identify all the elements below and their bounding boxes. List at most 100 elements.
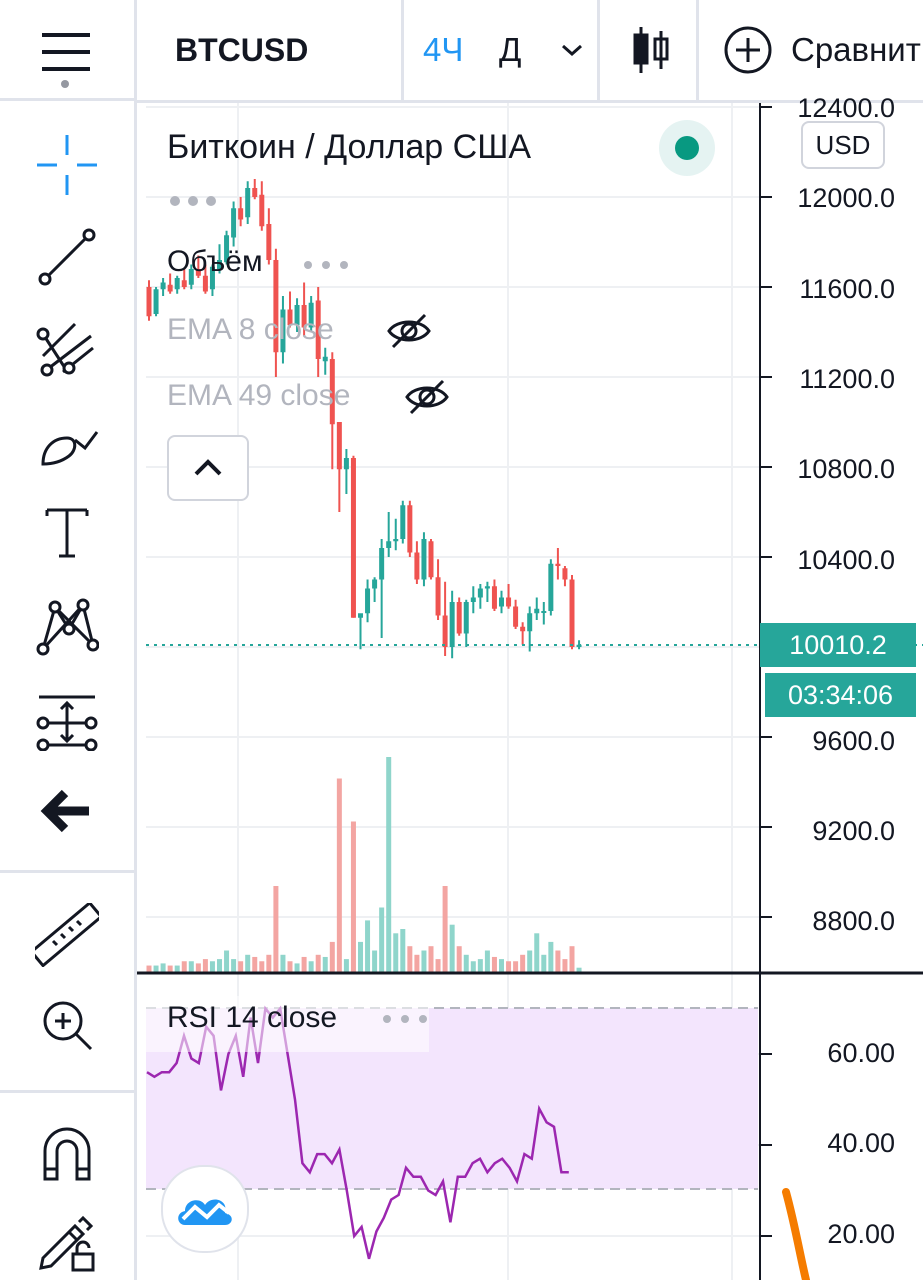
volume-bar — [527, 950, 533, 972]
volume-bar — [238, 961, 244, 972]
eye-crossed-icon[interactable] — [387, 311, 431, 356]
rsi-legend-bg — [145, 996, 429, 1052]
volume-bar — [562, 959, 568, 972]
volume-bar — [322, 956, 328, 972]
chevron-up-icon — [194, 459, 222, 476]
candle — [273, 248, 279, 377]
currency-button[interactable]: USD — [801, 121, 885, 169]
volume-bar — [202, 959, 208, 972]
candle — [238, 197, 244, 227]
axis-ticks — [760, 106, 772, 1237]
candle — [407, 500, 413, 557]
rsi-more-icon[interactable] — [381, 1009, 433, 1034]
candle — [231, 201, 237, 247]
candle — [195, 255, 201, 278]
volume-bar — [442, 886, 448, 972]
toolbar-separator — [597, 0, 600, 100]
candle — [393, 518, 399, 551]
volume-bar — [252, 956, 258, 972]
candle — [188, 264, 194, 290]
last-price-label: 10010.2 — [760, 623, 916, 667]
symbol-button[interactable]: BTCUSD — [175, 0, 308, 100]
hamburger-menu-icon — [42, 33, 90, 88]
volume-bar — [541, 954, 547, 972]
menu-button[interactable] — [22, 18, 112, 88]
logo-button[interactable] — [161, 1165, 249, 1253]
volume-legend[interactable]: Объём — [167, 245, 263, 278]
candle — [252, 179, 258, 200]
candle — [463, 599, 469, 647]
price-tick: 11600.0 — [799, 274, 895, 304]
volume-bar — [435, 959, 441, 972]
trend-line-tool[interactable] — [22, 222, 112, 292]
volume-bar — [470, 961, 476, 972]
volume-bar — [414, 954, 420, 972]
collapse-legend-button[interactable] — [167, 435, 249, 501]
sidebar-separator — [0, 1090, 134, 1093]
volume-bar — [266, 954, 272, 972]
candle — [506, 584, 512, 609]
trend-line-icon — [38, 228, 96, 286]
text-tool[interactable] — [22, 497, 112, 567]
candle — [294, 298, 300, 332]
pitchfork-tool[interactable] — [22, 313, 112, 383]
volume-bar — [365, 920, 371, 972]
eye-crossed-icon[interactable] — [405, 377, 449, 422]
lock-drawings-tool[interactable] — [22, 1205, 112, 1275]
drawing-toolbar — [0, 0, 137, 1280]
candle — [358, 613, 363, 650]
currency-label: USD — [815, 129, 871, 160]
magnet-icon — [43, 1127, 91, 1181]
market-status[interactable] — [659, 120, 715, 176]
rsi-tick: 40.00 — [827, 1128, 895, 1158]
candle — [160, 278, 166, 296]
volume-bar — [287, 961, 293, 972]
candle — [224, 230, 230, 265]
price-tick: 10800.0 — [797, 454, 895, 484]
candle — [569, 575, 575, 650]
volume-bar — [343, 959, 349, 972]
candle — [336, 422, 342, 512]
volume-more-icon[interactable] — [302, 255, 354, 280]
pattern-tool[interactable] — [22, 590, 112, 660]
candle — [414, 541, 420, 584]
candle — [301, 282, 307, 337]
volume-bar — [301, 956, 307, 972]
volume-bar — [245, 954, 251, 972]
orange-drawing-stroke — [782, 1188, 810, 1280]
compare-button[interactable]: Сравнить — [723, 0, 923, 100]
ema49-legend[interactable]: EMA 49 close — [167, 379, 351, 412]
magnet-tool[interactable] — [22, 1118, 112, 1188]
prediction-tool[interactable] — [22, 684, 112, 754]
rsi-tick: 60.00 — [827, 1038, 895, 1068]
toolbar-separator — [696, 0, 699, 100]
ruler-tool[interactable] — [22, 900, 112, 970]
crosshair-tool[interactable] — [22, 130, 112, 200]
volume-bar — [209, 961, 215, 972]
crosshair-icon — [37, 135, 97, 195]
back-arrow-icon — [40, 789, 89, 833]
sidebar-separator — [0, 98, 134, 101]
chart-area[interactable]: Биткоин / Доллар США Объём EMA 8 close E… — [137, 93, 923, 1280]
rsi-line — [146, 1005, 569, 1260]
volume-bar — [463, 954, 469, 972]
interval-dropdown-button[interactable] — [559, 0, 585, 100]
sidebar-separator — [0, 870, 134, 873]
zoom-in-tool[interactable] — [22, 990, 112, 1060]
interval-4h-button[interactable]: 4Ч — [423, 0, 463, 100]
legend-more-icon[interactable] — [169, 191, 221, 216]
ema8-legend[interactable]: EMA 8 close — [167, 313, 334, 346]
chart-type-button[interactable] — [631, 0, 671, 100]
symbol-title: Биткоин / Доллар США — [167, 128, 532, 166]
interval-4h-label: 4Ч — [423, 31, 464, 68]
volume-bar — [484, 950, 490, 972]
candle — [548, 559, 554, 616]
back-tool[interactable] — [22, 776, 112, 846]
volume-bar — [421, 950, 427, 972]
brush-tool[interactable] — [22, 405, 112, 475]
volume-bar — [308, 961, 314, 972]
rsi-legend[interactable]: RSI 14 close — [167, 1001, 338, 1034]
compare-label: Сравнить — [791, 31, 923, 68]
interval-day-button[interactable]: Д — [499, 0, 521, 100]
volume-bar — [491, 956, 497, 972]
